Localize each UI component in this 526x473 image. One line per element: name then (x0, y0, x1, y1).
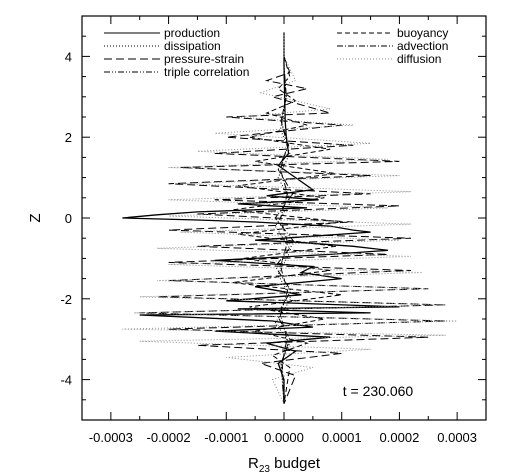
legend-label-dissipation: dissipation (164, 39, 221, 53)
legend: productiondissipationpressure-straintrip… (104, 26, 448, 79)
x-axis-label-main: R (248, 455, 259, 472)
x-tick-label: 0.0002 (380, 430, 420, 445)
legend-label-triple-correlation: triple correlation (164, 65, 249, 79)
legend-label-pressure-strain: pressure-strain (164, 52, 244, 66)
time-annotation: t = 230.060 (343, 383, 414, 399)
y-tick-label: 0 (65, 211, 72, 226)
x-tick-label: -0.0001 (204, 430, 248, 445)
axis-ticks (81, 15, 487, 421)
series-line-diffusion (122, 32, 458, 405)
x-tick-label: -0.0003 (89, 430, 133, 445)
x-axis-label-tail: budget (270, 455, 321, 472)
series-line-advection (279, 32, 289, 404)
x-tick-label: -0.0002 (147, 430, 191, 445)
x-tick-label: 0.0003 (437, 430, 477, 445)
x-tick-label: 0.0001 (322, 430, 362, 445)
series-line-production (122, 32, 400, 404)
legend-label-buoyancy: buoyancy (397, 26, 448, 40)
series-lines (122, 32, 458, 405)
axis-tick-labels: -0.0003 -0.0002 -0.0001 0.0000 0.0001 0.0002 0… (60, 49, 477, 445)
legend-label-diffusion: diffusion (397, 52, 441, 66)
x-axis-label: R23 budget (248, 455, 321, 473)
y-tick-label: -2 (60, 292, 72, 307)
series-line-triple-correlation (274, 32, 296, 404)
y-tick-label: -4 (60, 373, 72, 388)
y-tick-label: 4 (65, 49, 72, 64)
legend-label-advection: advection (397, 39, 448, 53)
series-line-buoyancy (232, 32, 342, 404)
y-tick-label: 2 (65, 130, 72, 145)
series-line-dissipation (274, 32, 292, 404)
legend-label-production: production (164, 26, 220, 40)
x-tick-label: 0.0000 (264, 430, 304, 445)
y-axis-label: Z (27, 213, 44, 222)
x-axis-label-subscript: 23 (259, 464, 271, 473)
